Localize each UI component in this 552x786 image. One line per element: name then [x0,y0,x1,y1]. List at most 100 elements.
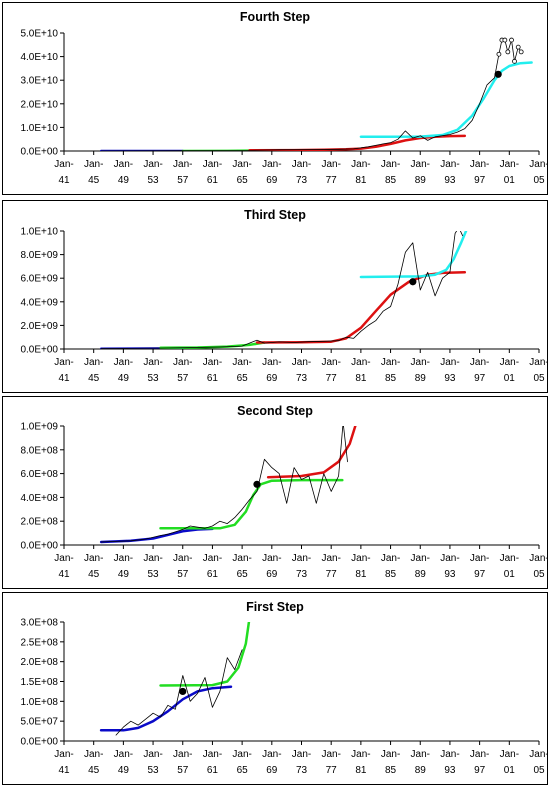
x-tick-label: 57 [177,373,189,384]
x-tick-label: 93 [444,569,456,580]
x-tick-label: 89 [415,569,427,580]
x-tick-label: Jan- [114,553,133,564]
x-tick-label: 97 [474,569,486,580]
y-tick-label: 2.0E+08 [20,657,58,668]
blue-fit-line [99,527,214,544]
x-tick-label: Jan- [173,357,192,368]
x-tick-label: 65 [237,373,249,384]
y-tick-label: 6.0E+08 [20,469,58,480]
x-tick-label: 41 [58,175,70,186]
x-tick-label: Jan- [411,749,430,760]
y-tick-label: 4.0E+08 [20,493,58,504]
y-tick-label: 0.0E+00 [20,147,58,158]
x-tick-label: Jan- [262,553,281,564]
x-tick-label: Jan- [529,749,547,760]
x-tick-label: Jan- [232,357,251,368]
data-series-line [115,649,243,736]
x-tick-label: Jan- [173,159,192,170]
x-tick-label: 77 [326,373,338,384]
x-tick-label: Jan- [203,159,222,170]
x-tick-label: 93 [444,765,456,776]
x-tick-label: 73 [296,373,308,384]
x-tick-label: Jan- [143,159,162,170]
x-tick-label: 77 [326,175,338,186]
cyan-fit-line [359,231,468,279]
x-tick-label: Jan- [203,357,222,368]
x-tick-label: Jan- [262,357,281,368]
x-tick-label: Jan- [84,357,103,368]
y-tick-label: 2.0E+10 [20,99,58,110]
x-tick-label: 81 [355,373,367,384]
x-tick-label: 45 [88,569,100,580]
x-tick-label: 85 [385,569,397,580]
y-tick-label: 0.0E+00 [20,541,58,552]
x-tick-label: Jan- [321,159,340,170]
x-tick-label: 49 [118,765,130,776]
data-point-marker [512,58,517,64]
x-tick-label: 45 [88,765,100,776]
y-tick-label: 2.0E+08 [20,517,58,528]
y-tick-label: 5.0E+07 [20,717,58,728]
split-point-marker [179,687,187,696]
red-fit-line [255,271,467,344]
x-tick-label: 89 [415,765,427,776]
x-tick-label: Jan- [232,553,251,564]
x-tick-label: 01 [504,765,516,776]
x-tick-label: 61 [207,765,219,776]
x-tick-label: 49 [118,175,130,186]
x-tick-label: Jan- [321,749,340,760]
chart-title: Third Step [244,208,306,222]
x-tick-label: Jan- [114,357,133,368]
x-tick-label: Jan- [54,159,73,170]
x-tick-label: 41 [58,373,70,384]
x-tick-label: Jan- [292,357,311,368]
x-tick-label: Jan- [351,357,370,368]
x-tick-label: Jan- [470,357,489,368]
x-tick-label: 57 [177,175,189,186]
green-fit-line [159,622,251,687]
chart-panel-3: Second Step 0.0E+00 2.0E+08 4.0E+08 6.0E+08 8… [2,396,548,589]
x-tick-label: Jan- [232,749,251,760]
x-tick-label: 53 [148,175,160,186]
data-point-marker [515,44,521,50]
x-tick-label: Jan- [470,553,489,564]
x-tick-label: Jan- [54,749,73,760]
y-tick-label: 1.0E+09 [20,422,58,433]
data-point-marker [502,37,508,43]
x-tick-label: Jan- [84,159,103,170]
x-tick-label: 69 [266,765,278,776]
y-tick-label: 2.0E+09 [20,321,58,332]
chart-svg-4: First Step 0.0E+00 5.0E+07 1.0E+08 1.5E+08 2.… [20,600,547,776]
x-tick-label: 57 [177,765,189,776]
x-tick-label: 53 [148,569,160,580]
chart-title: Fourth Step [240,10,310,24]
x-tick-label: 69 [266,175,278,186]
y-tick-label: 8.0E+08 [20,445,58,456]
x-tick-label: Jan- [292,749,311,760]
x-tick-label: 05 [533,175,545,186]
x-tick-label: Jan- [321,357,340,368]
x-tick-label: 73 [296,175,308,186]
x-tick-label: 57 [177,569,189,580]
x-tick-label: Jan- [411,159,430,170]
cyan-fit-line [359,61,533,139]
x-tick-label: 45 [88,373,100,384]
x-tick-label: Jan- [351,553,370,564]
x-tick-label: Jan- [440,553,459,564]
x-tick-label: Jan- [381,357,400,368]
chart-svg-3: Second Step 0.0E+00 2.0E+08 4.0E+08 6.0E+08 8… [20,404,547,580]
data-point-marker [496,51,502,57]
x-tick-label: Jan- [173,749,192,760]
x-tick-label: 01 [504,373,516,384]
x-tick-label: Jan- [500,357,519,368]
x-tick-label: 05 [533,765,545,776]
y-tick-label: 3.0E+10 [20,76,58,87]
x-tick-label: Jan- [232,159,251,170]
x-tick-label: 77 [326,765,338,776]
chart-title: Second Step [237,404,313,418]
x-tick-label: Jan- [203,553,222,564]
x-tick-label: 53 [148,765,160,776]
x-tick-label: Jan- [84,553,103,564]
x-tick-label: Jan- [529,159,547,170]
chart-panel-2: Third Step 0.0E+00 2.0E+09 4.0E+09 6.0E+09 8.… [2,200,548,393]
